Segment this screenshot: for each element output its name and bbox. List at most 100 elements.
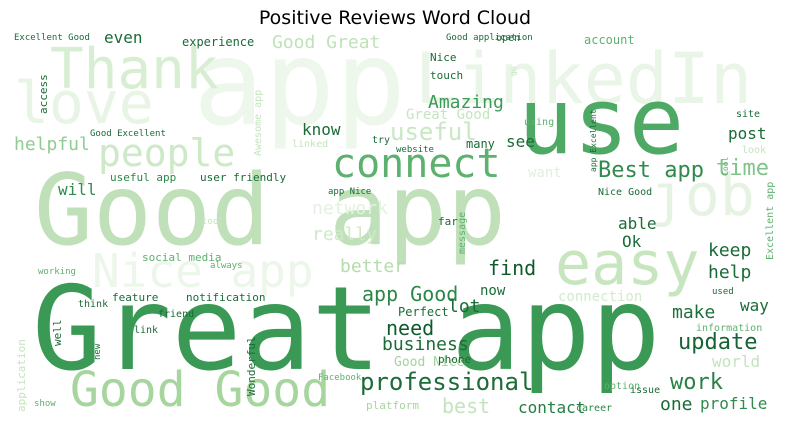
word-information: information bbox=[696, 323, 763, 334]
word-feature: feature bbox=[112, 291, 159, 304]
word-nice-app: Nice app bbox=[92, 244, 314, 298]
word-experience: experience bbox=[182, 35, 255, 49]
word-open: open bbox=[496, 33, 521, 44]
word-working: working bbox=[38, 267, 76, 277]
word-awesome-app: Awesome app bbox=[253, 89, 264, 156]
word-look: look bbox=[742, 145, 767, 156]
word-looking: new bbox=[93, 343, 103, 360]
word-useful: useful bbox=[390, 118, 477, 146]
word-message: message bbox=[457, 211, 468, 254]
word-amazing: Amazing bbox=[428, 92, 504, 113]
word-ok: Ok bbox=[622, 232, 642, 251]
word-connect: connect bbox=[332, 141, 501, 187]
word-phone: phone bbox=[438, 353, 472, 366]
word-best-app: Best app bbox=[598, 158, 704, 183]
word-social-media: social media bbox=[142, 251, 222, 264]
word-many: many bbox=[466, 137, 495, 151]
word-wonderful: Wonderful bbox=[245, 336, 258, 396]
word-easy: easy bbox=[555, 229, 700, 299]
word-nice: Nice bbox=[430, 51, 457, 64]
word-helpful: helpful bbox=[14, 134, 90, 155]
word-good-nice: Good Nice bbox=[394, 355, 465, 370]
word-know: know bbox=[302, 120, 341, 139]
word-access: access bbox=[37, 74, 50, 114]
word-people: people bbox=[98, 131, 236, 175]
word-app-nice: app Nice bbox=[328, 187, 372, 197]
word-app-good: app Good bbox=[362, 282, 459, 306]
word-linked: linked bbox=[292, 139, 329, 150]
word-useful-app: useful app bbox=[110, 171, 177, 184]
word-need: need bbox=[386, 316, 435, 340]
word-seem: go bbox=[509, 66, 518, 76]
word-app: app bbox=[193, 30, 407, 152]
word-site: site bbox=[736, 109, 761, 120]
word-issue: issue bbox=[630, 385, 661, 396]
chart-title: Positive Reviews Word Cloud bbox=[258, 7, 532, 29]
word-excellent-good: Excellent Good bbox=[14, 33, 90, 43]
word-cool: Cool bbox=[721, 156, 730, 176]
word-user-friendly: user friendly bbox=[200, 171, 287, 184]
word-find: find bbox=[488, 256, 537, 280]
word-cloud: app LinkedIn love Thank use Good app job… bbox=[10, 30, 780, 415]
word-now: now bbox=[480, 283, 506, 299]
word-work: work bbox=[670, 370, 723, 395]
word-good-great: Good Great bbox=[272, 32, 381, 53]
word-contact: contact bbox=[518, 398, 586, 416]
word-application: application bbox=[15, 339, 28, 412]
word-excellent-app: Excellent app bbox=[765, 181, 776, 260]
word-link: link bbox=[134, 325, 159, 336]
word-website: website bbox=[396, 145, 434, 155]
word-facebook: Facebook bbox=[318, 373, 362, 383]
word-notification: notification bbox=[186, 291, 266, 304]
word-perfect: Perfect bbox=[398, 305, 449, 319]
word-great-app: Great app bbox=[32, 262, 661, 397]
word-great-good: Great Good bbox=[406, 107, 491, 123]
word-best: best bbox=[442, 394, 491, 415]
word-account: account bbox=[584, 33, 635, 47]
word-option: option bbox=[604, 381, 641, 392]
word-even: even bbox=[104, 30, 143, 47]
word-think: think bbox=[78, 299, 109, 310]
word-job: job bbox=[650, 161, 755, 229]
word-show: show bbox=[34, 399, 56, 409]
word-friend: friend bbox=[158, 309, 195, 320]
word-go: tool bbox=[202, 217, 224, 227]
word-help: help bbox=[708, 262, 752, 283]
word-love: love bbox=[14, 69, 154, 137]
word-career: career bbox=[576, 403, 613, 414]
word-good-app: Good app bbox=[34, 154, 507, 268]
word-better: better bbox=[340, 256, 406, 277]
word-post: post bbox=[728, 124, 767, 143]
word-world: world bbox=[712, 352, 761, 371]
word-make: make bbox=[672, 302, 716, 323]
word-good-good: Good Good bbox=[70, 362, 331, 415]
word-profile: profile bbox=[700, 394, 768, 413]
word-touch: touch bbox=[430, 69, 464, 82]
word-always: always bbox=[210, 261, 243, 271]
word-one: one bbox=[660, 394, 693, 415]
word-use: use bbox=[518, 68, 685, 175]
word-keep: keep bbox=[708, 240, 752, 261]
word-far: far bbox=[438, 215, 458, 228]
word-platform: platform bbox=[366, 399, 419, 412]
word-way: way bbox=[740, 296, 769, 315]
word-see: see bbox=[506, 132, 535, 151]
word-tool: Good application bbox=[446, 33, 533, 43]
word-business: business bbox=[382, 334, 469, 355]
word-want: want bbox=[528, 165, 562, 181]
word-professional: professional bbox=[360, 368, 534, 396]
word-app-excellent: app Excellent bbox=[589, 109, 598, 172]
word-well: well bbox=[51, 319, 64, 347]
word-good-excellent: Good Excellent bbox=[90, 129, 166, 139]
word-nice-good: Nice Good bbox=[598, 187, 653, 198]
word-update: update bbox=[678, 330, 758, 355]
word-will: will bbox=[58, 180, 97, 199]
word-lot: lot bbox=[448, 296, 481, 317]
word-network: network bbox=[312, 198, 388, 219]
word-connection: connection bbox=[558, 289, 643, 305]
word-time: time bbox=[716, 156, 769, 181]
word-using: using bbox=[524, 117, 555, 128]
word-really: really bbox=[312, 224, 378, 245]
word-able: able bbox=[618, 214, 657, 233]
word-try: try bbox=[372, 135, 391, 146]
